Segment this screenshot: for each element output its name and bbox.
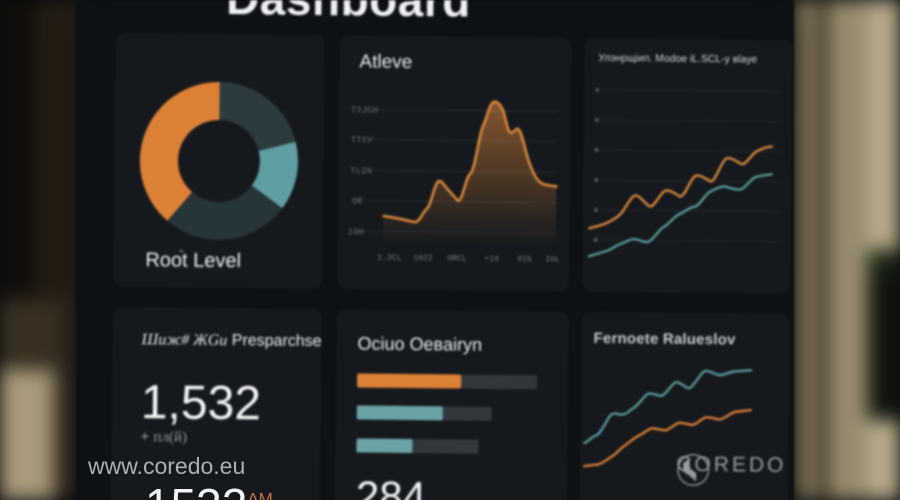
svg-text:1.2CL: 1.2CL [377, 254, 401, 263]
svg-text:0IG: 0IG [517, 255, 532, 264]
svg-text:TLIN: TLIN [350, 166, 372, 176]
svg-text:10H: 10H [348, 227, 364, 237]
svg-text:0€: 0€ [352, 196, 363, 206]
svg-text:TTIV: TTIV [351, 135, 373, 145]
svg-text:1022: 1022 [413, 254, 432, 263]
svg-text:ORCL: ORCL [447, 254, 466, 263]
svg-text:IOL: IOL [545, 255, 560, 264]
svg-text:+1d: +1d [484, 255, 499, 264]
svg-text:TIJCH: TIJCH [351, 105, 378, 115]
